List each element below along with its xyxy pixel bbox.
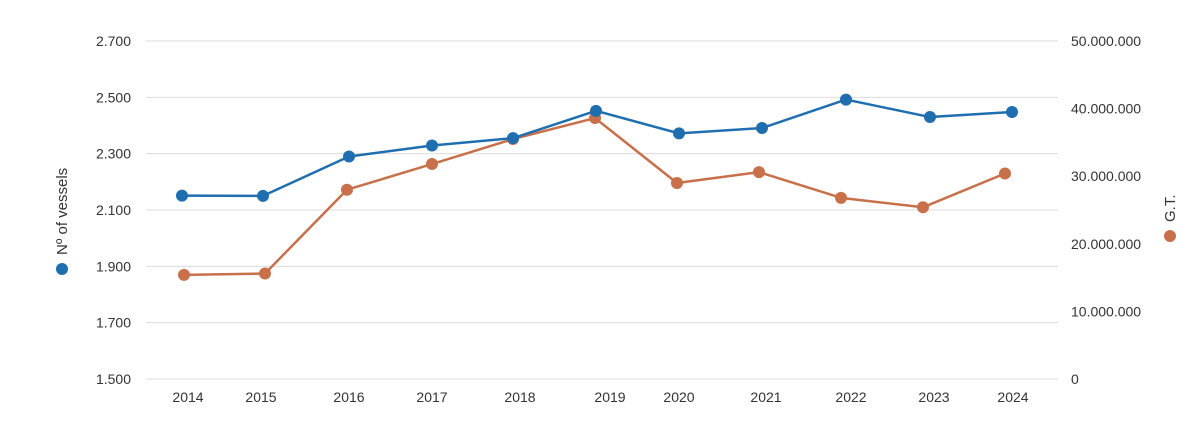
point-vessels (343, 150, 355, 163)
x-tick-label: 2024 (997, 389, 1028, 405)
left-axis-ticks: 2.700 2.500 2.300 2.100 1.900 1.700 1.500 (96, 33, 131, 387)
right-tick-label: 0 (1071, 371, 1079, 387)
gridlines (146, 40, 1058, 380)
left-tick-label: 2.500 (96, 89, 131, 105)
point-vessels (590, 104, 602, 117)
point-gt (259, 267, 271, 280)
point-vessels (756, 122, 768, 135)
point-vessels (840, 93, 852, 106)
point-vessels (426, 139, 438, 152)
series-line-gt (183, 116, 1006, 277)
right-tick-label: 50.000.000 (1071, 33, 1141, 49)
x-tick-label: 2019 (594, 389, 625, 405)
right-axis-title: G.T. (1162, 194, 1179, 222)
point-vessels (924, 111, 936, 124)
left-tick-label: 1.900 (96, 258, 131, 274)
right-tick-label: 10.000.000 (1071, 303, 1141, 319)
point-vessels (257, 189, 269, 202)
left-axis-legend: Nº of vessels (54, 168, 71, 275)
point-vessels (176, 189, 188, 202)
right-tick-label: 30.000.000 (1071, 168, 1141, 184)
x-tick-label: 2016 (333, 389, 364, 405)
left-tick-label: 2.100 (96, 202, 131, 218)
point-vessels (1006, 105, 1018, 118)
left-tick-label: 1.700 (96, 315, 131, 331)
x-tick-label: 2023 (918, 389, 949, 405)
x-tick-label: 2018 (504, 389, 535, 405)
left-tick-label: 1.500 (96, 371, 131, 387)
point-gt (835, 191, 847, 204)
series-group (176, 93, 1018, 281)
x-tick-label: 2020 (663, 389, 694, 405)
x-tick-label: 2021 (750, 389, 781, 405)
x-tick-label: 2014 (172, 389, 203, 405)
point-vessels (673, 127, 685, 140)
right-tick-label: 40.000.000 (1071, 101, 1141, 117)
point-gt (753, 166, 765, 179)
x-tick-label: 2022 (835, 389, 866, 405)
point-gt (178, 268, 190, 281)
x-axis-ticks: 2014 2015 2016 2017 2018 2019 2020 2021 2022 2023… (172, 389, 1028, 405)
point-gt (999, 167, 1011, 180)
left-tick-label: 2.700 (96, 33, 131, 49)
right-axis-legend: G.T. (1162, 194, 1179, 242)
left-axis-legend-dot (56, 263, 68, 275)
point-gt (917, 201, 929, 214)
point-gt (426, 158, 438, 171)
x-tick-label: 2017 (416, 389, 447, 405)
point-vessels (507, 132, 519, 145)
point-gt (341, 183, 353, 196)
right-axis-ticks: 50.000.000 40.000.000 30.000.000 20.000.000… (1071, 33, 1141, 387)
point-gt (671, 176, 683, 189)
left-axis-title: Nº of vessels (54, 168, 71, 255)
right-tick-label: 20.000.000 (1071, 236, 1141, 252)
right-axis-legend-dot (1164, 230, 1176, 242)
left-tick-label: 2.300 (96, 146, 131, 162)
x-tick-label: 2015 (245, 389, 276, 405)
